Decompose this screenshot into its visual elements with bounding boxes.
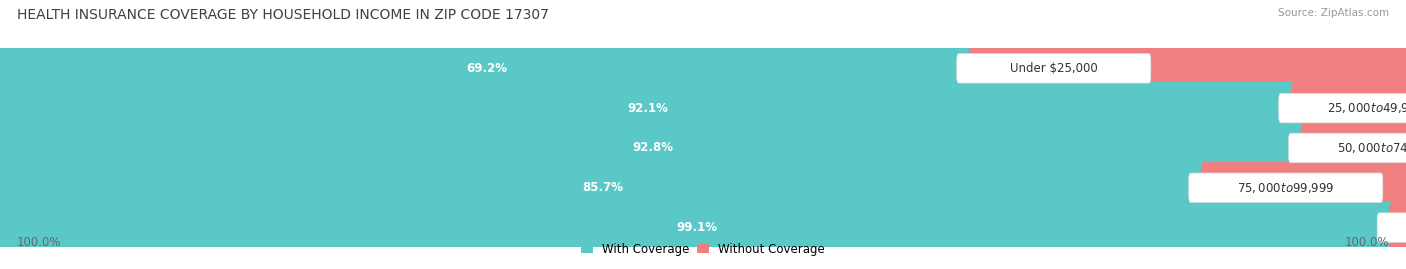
- FancyBboxPatch shape: [1376, 213, 1406, 242]
- Text: HEALTH INSURANCE COVERAGE BY HOUSEHOLD INCOME IN ZIP CODE 17307: HEALTH INSURANCE COVERAGE BY HOUSEHOLD I…: [17, 8, 548, 22]
- Text: 92.8%: 92.8%: [631, 141, 673, 154]
- Text: 100.0%: 100.0%: [17, 236, 62, 249]
- Text: 100.0%: 100.0%: [1344, 236, 1389, 249]
- Text: $75,000 to $99,999: $75,000 to $99,999: [1237, 181, 1334, 195]
- FancyBboxPatch shape: [0, 82, 1299, 134]
- Text: 69.2%: 69.2%: [465, 62, 508, 75]
- FancyBboxPatch shape: [1189, 173, 1384, 203]
- Text: 85.7%: 85.7%: [582, 181, 623, 194]
- FancyBboxPatch shape: [969, 42, 1406, 95]
- Text: $50,000 to $74,999: $50,000 to $74,999: [1337, 141, 1406, 155]
- FancyBboxPatch shape: [956, 54, 1150, 83]
- FancyBboxPatch shape: [0, 132, 1406, 164]
- FancyBboxPatch shape: [1288, 133, 1406, 163]
- Legend: With Coverage, Without Coverage: With Coverage, Without Coverage: [576, 238, 830, 260]
- FancyBboxPatch shape: [1301, 122, 1406, 174]
- Text: Source: ZipAtlas.com: Source: ZipAtlas.com: [1278, 8, 1389, 18]
- FancyBboxPatch shape: [1201, 161, 1406, 214]
- FancyBboxPatch shape: [0, 161, 1209, 214]
- FancyBboxPatch shape: [0, 122, 1309, 174]
- FancyBboxPatch shape: [1279, 93, 1406, 123]
- Text: 99.1%: 99.1%: [676, 221, 717, 234]
- Text: Under $25,000: Under $25,000: [1010, 62, 1098, 75]
- FancyBboxPatch shape: [0, 201, 1398, 254]
- Text: 92.1%: 92.1%: [627, 102, 668, 115]
- FancyBboxPatch shape: [0, 212, 1406, 243]
- FancyBboxPatch shape: [0, 92, 1406, 124]
- FancyBboxPatch shape: [1291, 82, 1406, 134]
- Text: $25,000 to $49,999: $25,000 to $49,999: [1327, 101, 1406, 115]
- FancyBboxPatch shape: [0, 42, 977, 95]
- FancyBboxPatch shape: [0, 52, 1406, 84]
- FancyBboxPatch shape: [1389, 201, 1406, 254]
- FancyBboxPatch shape: [0, 172, 1406, 204]
